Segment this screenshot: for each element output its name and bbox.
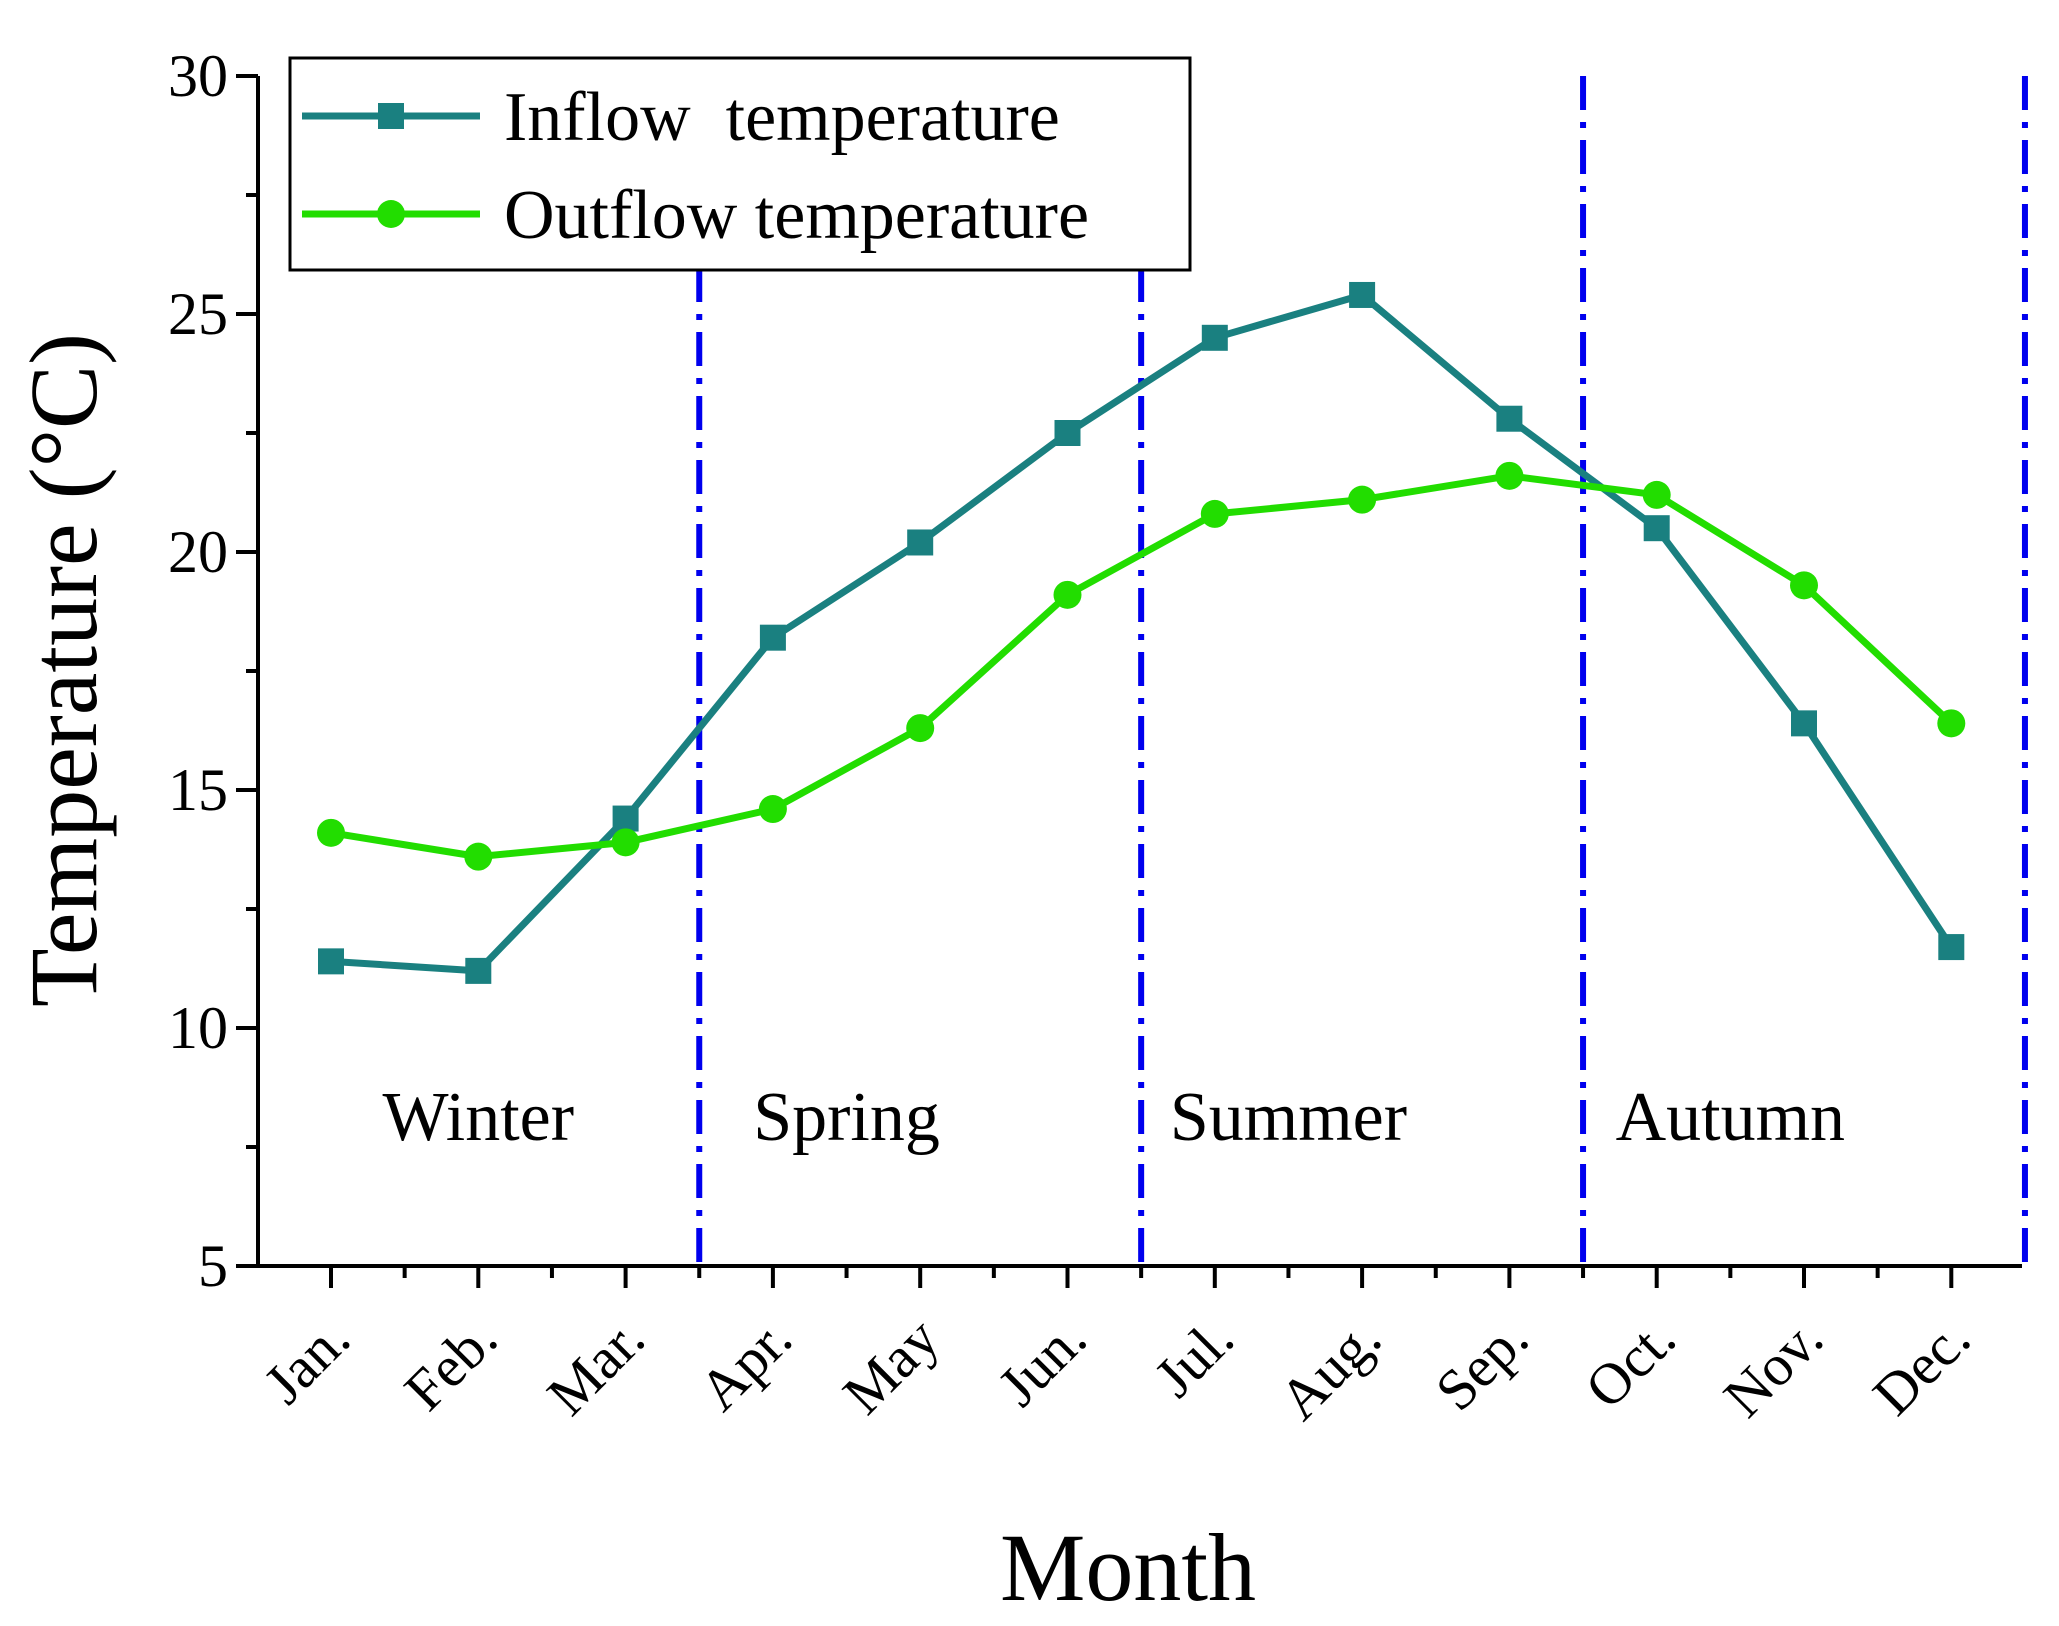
y-axis-title: Temperature (°C): [10, 333, 117, 1007]
legend-marker: [378, 103, 404, 129]
y-tick-label: 25: [168, 281, 228, 347]
inflow-point: [907, 529, 934, 556]
inflow-point: [612, 805, 639, 832]
legend-marker: [377, 200, 405, 228]
outflow-point: [464, 842, 493, 871]
y-tick-label: 20: [168, 519, 228, 585]
outflow-point: [1937, 709, 1966, 738]
legend-label: Outflow temperature: [504, 177, 1089, 254]
outflow-point: [758, 795, 787, 824]
outflow-point: [1053, 580, 1082, 609]
outflow-point: [1642, 480, 1671, 509]
season-label: Spring: [753, 1079, 940, 1156]
inflow-point: [1938, 934, 1965, 961]
inflow-point: [759, 624, 786, 651]
outflow-point: [1790, 571, 1818, 600]
legend-box: [288, 56, 1192, 272]
season-labels: Winter Spring Summer Autumn: [383, 1079, 1846, 1156]
y-tick-label: 15: [168, 757, 228, 823]
y-tick-label: 5: [198, 1233, 228, 1299]
inflow-point: [1349, 281, 1376, 308]
legend: Inflow temperature Outflow temperature: [288, 56, 1192, 272]
inflow-point: [1201, 324, 1228, 351]
series-line: [330, 472, 1954, 861]
series: [317, 281, 1966, 984]
season-dividers: [696, 76, 2028, 1266]
season-label: Summer: [1170, 1079, 1407, 1156]
inflow-point: [1791, 710, 1817, 737]
outflow-point: [1348, 485, 1377, 514]
outflow-point: [317, 818, 345, 847]
inflow-point: [465, 957, 492, 984]
inflow-point: [318, 948, 344, 975]
inflow-point: [1643, 515, 1670, 542]
legend-label: Inflow temperature: [504, 79, 1060, 156]
outflow-point: [906, 714, 935, 743]
inflow-point: [1054, 420, 1081, 446]
outflow-point: [611, 828, 640, 857]
outflow-point: [1495, 461, 1524, 490]
y-tick-label: 30: [168, 43, 228, 109]
outflow-point: [1200, 499, 1229, 528]
inflow-point: [1496, 405, 1523, 432]
season-label: Winter: [383, 1079, 575, 1156]
y-tick-label: 10: [168, 995, 228, 1061]
season-label: Autumn: [1616, 1079, 1845, 1156]
x-axis-title: Month: [1000, 1514, 1256, 1621]
